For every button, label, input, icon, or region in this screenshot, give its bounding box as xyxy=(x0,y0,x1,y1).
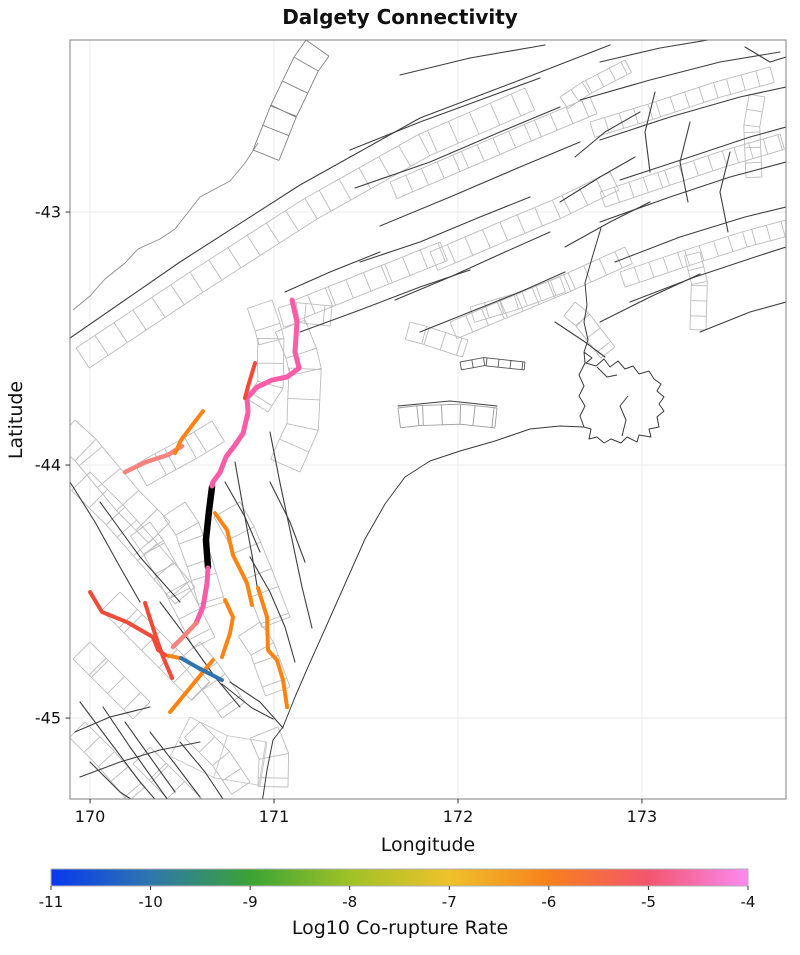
colorbar-tick-label: -4 xyxy=(741,893,756,911)
y-axis-label: Latitude xyxy=(5,381,27,459)
blue-trace xyxy=(179,656,224,683)
red-b-trace xyxy=(143,600,175,681)
plot-area: 170 171 172 173 -43 -44 -45 -11 -10 -9 -8 -7 -6 -5 -4 xyxy=(35,39,787,911)
orange-a-trace xyxy=(212,511,254,607)
salmon-tail-trace xyxy=(170,620,199,650)
x-axis-label: Longitude xyxy=(381,834,476,856)
x-tick-label: 171 xyxy=(259,807,290,826)
red-a-trace xyxy=(88,590,168,658)
orange-c-trace xyxy=(219,598,235,660)
pink-lower-trace xyxy=(193,565,211,626)
axes: 170 171 172 173 -43 -44 -45 xyxy=(35,39,787,826)
orange-e-trace xyxy=(163,653,183,661)
colorbar-tick-label: -6 xyxy=(541,893,556,911)
colorbar-tick-label: -8 xyxy=(342,893,357,911)
red-upper-trace xyxy=(242,361,258,400)
y-tick-label: -45 xyxy=(35,709,61,728)
x-tick-label: 170 xyxy=(75,807,106,826)
colorbar-tick-label: -10 xyxy=(138,893,163,911)
y-tick-label: -43 xyxy=(35,203,61,222)
gridlines xyxy=(70,40,786,799)
orange-d-trace xyxy=(168,658,215,714)
chart-title: Dalgety Connectivity xyxy=(282,5,518,29)
colorbar-tick-label: -7 xyxy=(442,893,457,911)
colorbar-label: Log10 Co-rupture Rate xyxy=(292,917,508,939)
colorbar: -11 -10 -9 -8 -7 -6 -5 -4 xyxy=(39,868,756,911)
salmon-west-trace xyxy=(122,443,185,475)
coastline xyxy=(262,227,665,799)
colorbar-tick-label: -11 xyxy=(39,893,64,911)
fault-surface-chains xyxy=(70,40,786,799)
highlighted-segments xyxy=(88,297,302,714)
x-tick-label: 172 xyxy=(443,807,474,826)
colorbar-tick-label: -5 xyxy=(641,893,656,911)
y-tick-label: -44 xyxy=(35,456,61,475)
orange-b-trace xyxy=(256,585,290,710)
fault-traces xyxy=(70,40,786,799)
colorbar-tick-label: -9 xyxy=(243,893,258,911)
dalgety-fault xyxy=(202,483,216,571)
orange-upper-trace xyxy=(173,409,206,456)
x-tick-label: 173 xyxy=(627,807,658,826)
